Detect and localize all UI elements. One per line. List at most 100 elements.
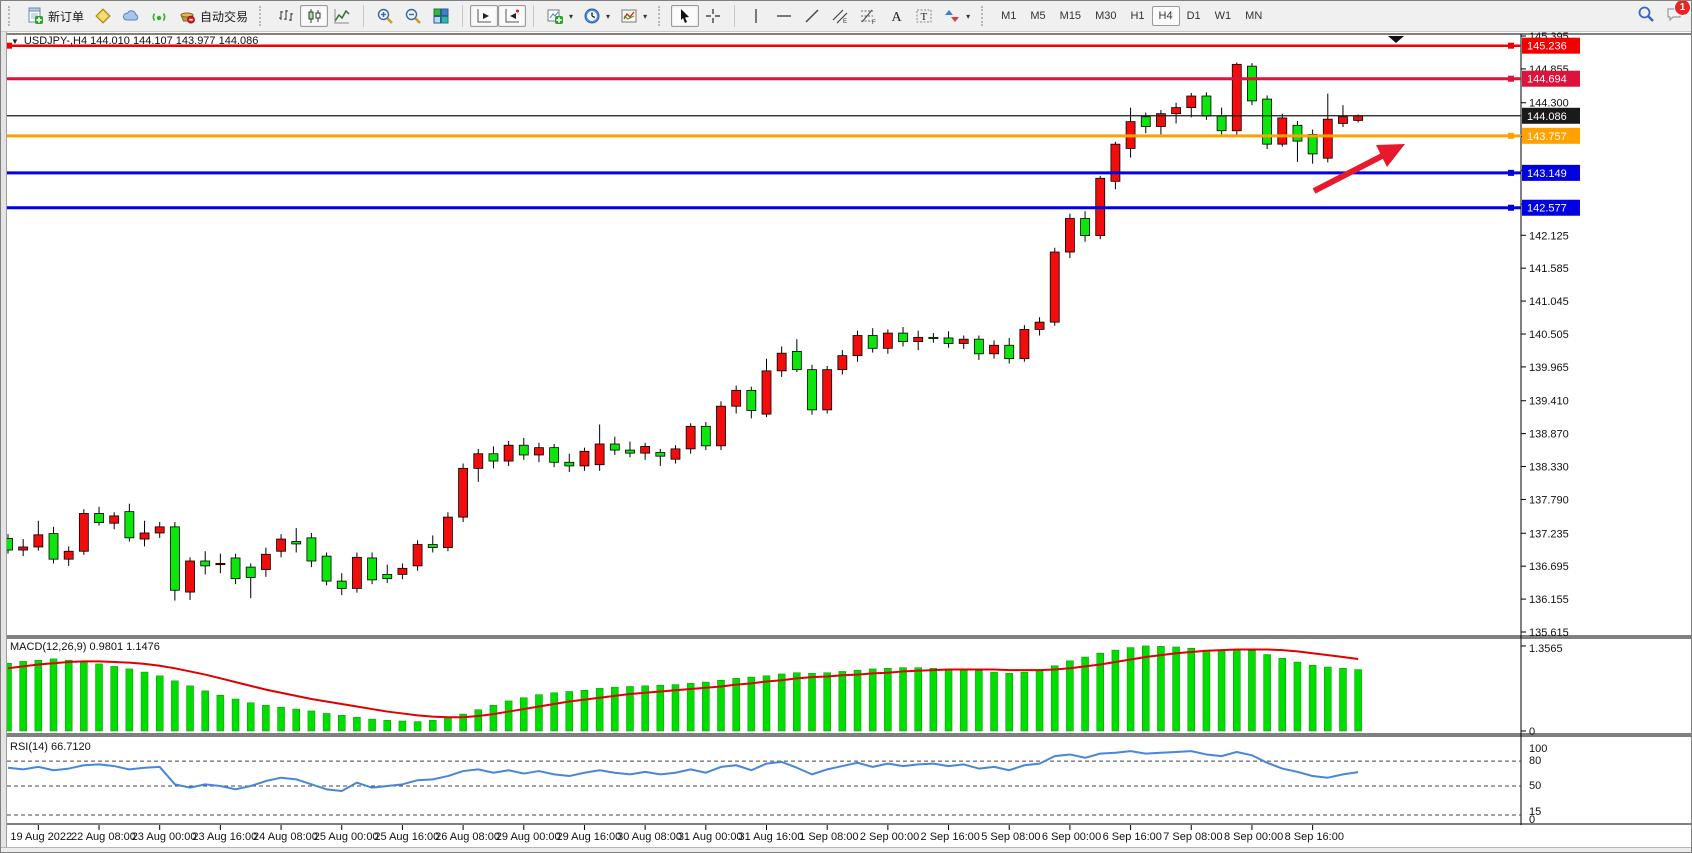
market-watch-button[interactable] (89, 5, 117, 27)
svg-text:8 Sep 00:00: 8 Sep 00:00 (1224, 831, 1283, 843)
symbol-ohlc-text: USDJPY-,H4 144.010 144.107 143.977 144.0… (23, 35, 259, 47)
toolbar-grip[interactable] (658, 6, 665, 26)
chart-shift-button[interactable] (470, 5, 499, 27)
indicators-button[interactable]: ▾ (541, 5, 578, 27)
svg-text:25 Aug 16:00: 25 Aug 16:00 (374, 831, 439, 843)
timeframe-button-m5[interactable]: M5 (1030, 10, 1046, 22)
svg-text:F: F (872, 20, 876, 25)
vline-icon (747, 7, 765, 25)
zoom-out-button[interactable] (399, 5, 427, 27)
toolbar-separator (363, 5, 365, 27)
timeframe-button-m30[interactable]: M30 (1095, 10, 1117, 22)
toolbar-separator (734, 5, 736, 27)
svg-text:0: 0 (1529, 814, 1535, 826)
chevron-down-icon: ▾ (643, 11, 648, 21)
timeframe-button-m15[interactable]: M15 (1059, 10, 1082, 22)
arrows-button[interactable]: ▾ (938, 5, 975, 27)
svg-text:8 Sep 16:00: 8 Sep 16:00 (1285, 831, 1344, 843)
template-icon (620, 7, 638, 25)
notification-badge: 1 (1674, 1, 1691, 16)
svg-text:0: 0 (1529, 726, 1535, 738)
timeframe-button-m1[interactable]: M1 (1001, 10, 1017, 22)
svg-text:138.870: 138.870 (1529, 429, 1569, 441)
tile-windows-icon (432, 7, 450, 25)
chart-shift-marker[interactable] (1388, 36, 1404, 43)
trendline-icon (803, 7, 821, 25)
horizontal-price-lines[interactable]: 145.236 144.694 143.757 143.149 142.577 144.0… (6, 37, 1580, 216)
svg-text:25 Aug 00:00: 25 Aug 00:00 (314, 831, 379, 843)
hline-icon (775, 7, 793, 25)
toolbar-grip[interactable] (8, 6, 15, 26)
tile-windows-button[interactable] (427, 5, 455, 27)
signals-button[interactable] (145, 5, 173, 27)
channel-icon: E (831, 7, 849, 25)
periods-button[interactable]: ▾ (578, 5, 615, 27)
svg-text:144.086: 144.086 (1527, 111, 1567, 123)
vertical-line-button[interactable] (742, 5, 770, 27)
svg-text:T: T (921, 11, 928, 23)
line-chart-button[interactable] (328, 5, 356, 27)
chevron-down-icon[interactable]: ▼ (11, 36, 19, 46)
rsi-indicator-label: RSI(14) 66.7120 (10, 741, 91, 753)
svg-text:142.125: 142.125 (1529, 230, 1569, 242)
cursor-icon (676, 7, 694, 25)
svg-text:1 Sep 08:00: 1 Sep 08:00 (799, 831, 858, 843)
svg-text:29 Aug 00:00: 29 Aug 00:00 (496, 831, 561, 843)
rsi-pane-splitter[interactable] (7, 734, 1521, 737)
crosshair-button[interactable] (699, 5, 727, 27)
chevron-down-icon: ▾ (966, 11, 971, 21)
candle-icon (305, 7, 323, 25)
svg-text:23 Aug 16:00: 23 Aug 16:00 (192, 831, 257, 843)
bar-chart-icon (277, 7, 295, 25)
macd-pane-splitter[interactable] (7, 636, 1521, 639)
timeframe-button-h1[interactable]: H1 (1130, 10, 1145, 22)
trendline-button[interactable] (798, 5, 826, 27)
autotrade-icon (178, 7, 196, 25)
svg-text:144.300: 144.300 (1529, 98, 1569, 110)
svg-text:138.330: 138.330 (1529, 462, 1569, 474)
fibonacci-button[interactable]: F (854, 5, 882, 27)
svg-text:50: 50 (1529, 780, 1541, 792)
timeframe-button-h4[interactable]: H4 (1151, 6, 1180, 26)
templates-button[interactable]: ▾ (615, 5, 652, 27)
svg-text:2 Sep 00:00: 2 Sep 00:00 (860, 831, 919, 843)
svg-text:2 Sep 16:00: 2 Sep 16:00 (921, 831, 980, 843)
auto-scroll-icon (503, 7, 521, 25)
chevron-down-icon: ▾ (606, 11, 611, 21)
timeframe-button-w1[interactable]: W1 (1214, 10, 1232, 22)
timeframe-button-mn[interactable]: MN (1245, 10, 1263, 22)
chat-icon[interactable]: 1 (1665, 1, 1691, 28)
fibo-icon: F (859, 7, 877, 25)
mql5-community-button[interactable] (117, 5, 145, 27)
horizontal-line-button[interactable] (770, 5, 798, 27)
toolbar-separator (533, 5, 535, 27)
text-label-button[interactable]: T (910, 5, 938, 27)
channel-button[interactable]: E (826, 5, 854, 27)
shapes-icon (943, 7, 961, 25)
autotrade-button[interactable]: 自动交易 (173, 5, 253, 27)
chevron-down-icon: ▾ (569, 11, 574, 21)
cursor-button[interactable] (671, 5, 700, 27)
toolbar-grip[interactable] (259, 6, 266, 26)
svg-text:136.695: 136.695 (1529, 561, 1569, 573)
timeframe-button-d1[interactable]: D1 (1186, 10, 1201, 22)
svg-text:137.790: 137.790 (1529, 494, 1569, 506)
svg-text:7 Sep 08:00: 7 Sep 08:00 (1163, 831, 1222, 843)
trend-arrow-annotation[interactable] (1312, 144, 1405, 194)
bar-chart-button[interactable] (272, 5, 300, 27)
candlestick-button[interactable] (300, 5, 329, 27)
toolbar-grip[interactable] (981, 6, 988, 26)
signal-icon (150, 7, 168, 25)
text-button[interactable]: A (882, 5, 910, 27)
auto-scroll-button[interactable] (498, 5, 527, 27)
svg-text:E: E (843, 19, 847, 25)
search-icon[interactable] (1637, 5, 1655, 28)
svg-text:142.577: 142.577 (1527, 203, 1567, 215)
new-order-button[interactable]: 新订单 (21, 5, 89, 27)
zoom-in-button[interactable] (371, 5, 399, 27)
new-order-button-label: 新订单 (48, 9, 85, 24)
svg-text:6 Sep 16:00: 6 Sep 16:00 (1103, 831, 1162, 843)
